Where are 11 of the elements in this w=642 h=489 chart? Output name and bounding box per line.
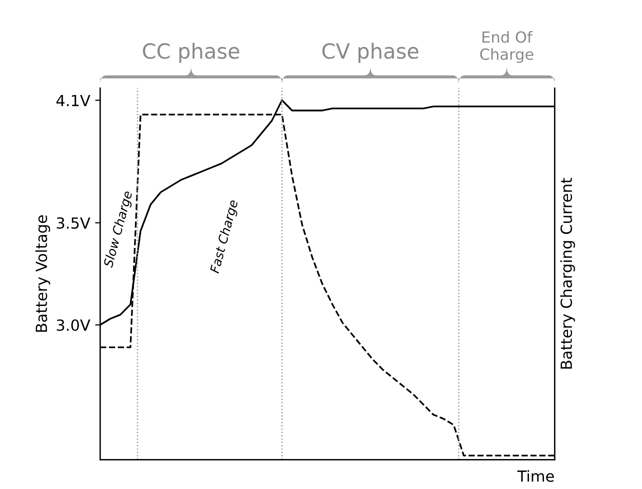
annotation: Fast Charge: [209, 199, 240, 274]
y-axis-title: Battery Voltage: [35, 215, 50, 332]
x-axis-title: Time: [517, 470, 554, 482]
text: CC phase: [142, 42, 240, 63]
annotation: Slow Charge: [102, 190, 135, 269]
y-tick-label: 3.5V: [56, 217, 90, 229]
y-tick-label: 4.1V: [56, 94, 90, 106]
text: End Of Charge: [480, 31, 534, 63]
y-tick-label: 3.0V: [56, 319, 90, 331]
text: CV phase: [322, 42, 418, 63]
y2-axis-title: Battery Charging Current: [560, 178, 576, 369]
